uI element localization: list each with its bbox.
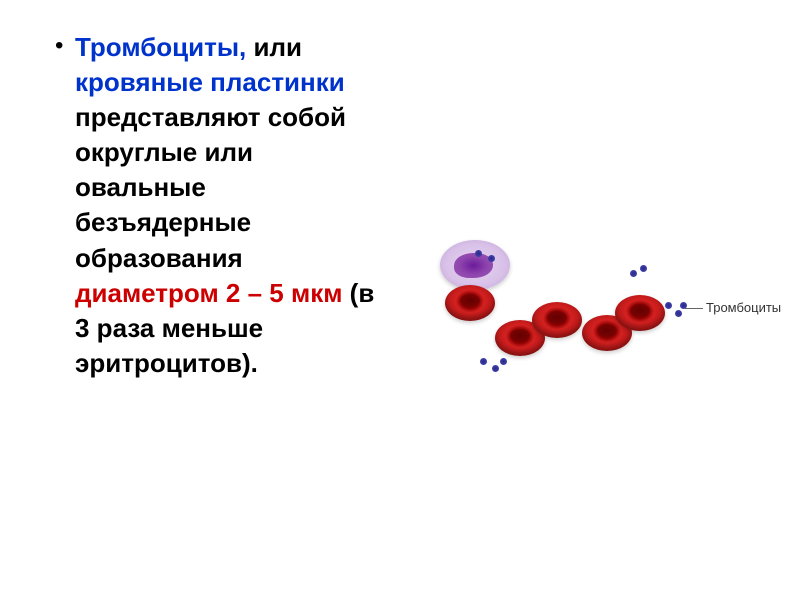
platelet-dot — [640, 265, 647, 272]
platelet-dot — [475, 250, 482, 257]
text-or: или — [254, 32, 302, 62]
red-blood-cell — [445, 285, 495, 321]
platelet-dot — [675, 310, 682, 317]
red-blood-cell — [532, 302, 582, 338]
white-blood-cell — [440, 240, 510, 290]
term-platelets: Тромбоциты, — [75, 32, 254, 62]
term-blood-plates: кровяные пластинки — [75, 67, 345, 97]
platelet-dot — [680, 302, 687, 309]
platelet-dot — [488, 255, 495, 262]
platelet-dot — [665, 302, 672, 309]
label-connector-line — [685, 308, 703, 309]
text-diameter: диаметром 2 – 5 мкм — [75, 278, 350, 308]
platelet-dot — [480, 358, 487, 365]
platelet-label: Тромбоциты — [706, 300, 781, 315]
text-description: представляют собой округлые или овальные… — [75, 102, 346, 272]
text-block: Тромбоциты, или кровяные пластинки предс… — [50, 30, 380, 381]
blood-cells-diagram: Тромбоциты — [440, 240, 760, 400]
platelet-dot — [500, 358, 507, 365]
platelet-dot — [492, 365, 499, 372]
platelet-dot — [630, 270, 637, 277]
bullet-paragraph: Тромбоциты, или кровяные пластинки предс… — [50, 30, 380, 381]
red-blood-cell — [615, 295, 665, 331]
